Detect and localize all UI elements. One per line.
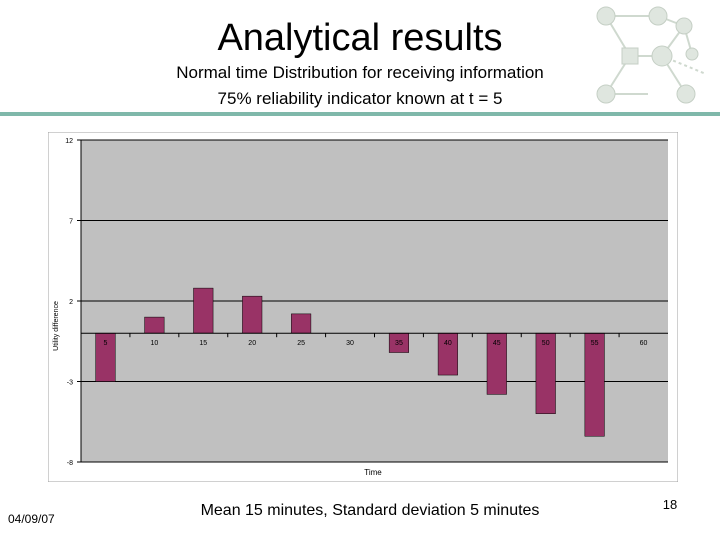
x-tick-label: 5 — [104, 340, 108, 347]
y-tick-label: 7 — [69, 219, 73, 226]
slide-subtitle-line2: 75% reliability indicator known at t = 5 — [217, 89, 503, 108]
x-tick-label: 50 — [542, 340, 550, 347]
slide-subtitle-line1: Normal time Distribution for receiving i… — [176, 63, 544, 82]
header-divider — [0, 112, 720, 116]
x-tick-label: 45 — [493, 340, 501, 347]
y-tick-label: 12 — [65, 138, 73, 145]
y-tick-label: 2 — [69, 299, 73, 306]
x-tick-label: 35 — [395, 340, 403, 347]
bar — [242, 295, 263, 334]
x-tick-label: 60 — [640, 340, 648, 347]
x-tick-label: 55 — [591, 340, 599, 347]
y-tick-label: -8 — [67, 460, 73, 467]
bar — [193, 287, 214, 334]
bar-chart: -8 -3 2 7 12 5 10 15 20 25 30 35 40 45 50 55 60 Utility … — [47, 131, 679, 483]
page-number: 18 — [662, 497, 678, 512]
x-axis-label: Time — [364, 468, 382, 477]
x-tick-label: 30 — [346, 340, 354, 347]
bar — [144, 316, 165, 334]
x-tick-label: 20 — [248, 340, 256, 347]
bar — [291, 313, 312, 334]
footer-caption: Mean 15 minutes, Standard deviation 5 mi… — [200, 502, 540, 519]
x-tick-label: 15 — [199, 340, 207, 347]
slide-title: Analytical results — [217, 17, 503, 59]
y-tick-label: -3 — [67, 380, 73, 387]
y-axis-label: Utility difference — [53, 301, 60, 351]
x-tick-label: 25 — [297, 340, 305, 347]
network-logo-icon — [596, 6, 707, 104]
x-tick-label: 10 — [150, 340, 158, 347]
chart-container: -8 -3 2 7 12 5 10 15 20 25 30 35 40 45 50 55 60 Utility … — [47, 131, 679, 487]
x-tick-label: 40 — [444, 340, 452, 347]
bar — [584, 332, 605, 437]
footer-date: 04/09/07 — [8, 512, 55, 526]
